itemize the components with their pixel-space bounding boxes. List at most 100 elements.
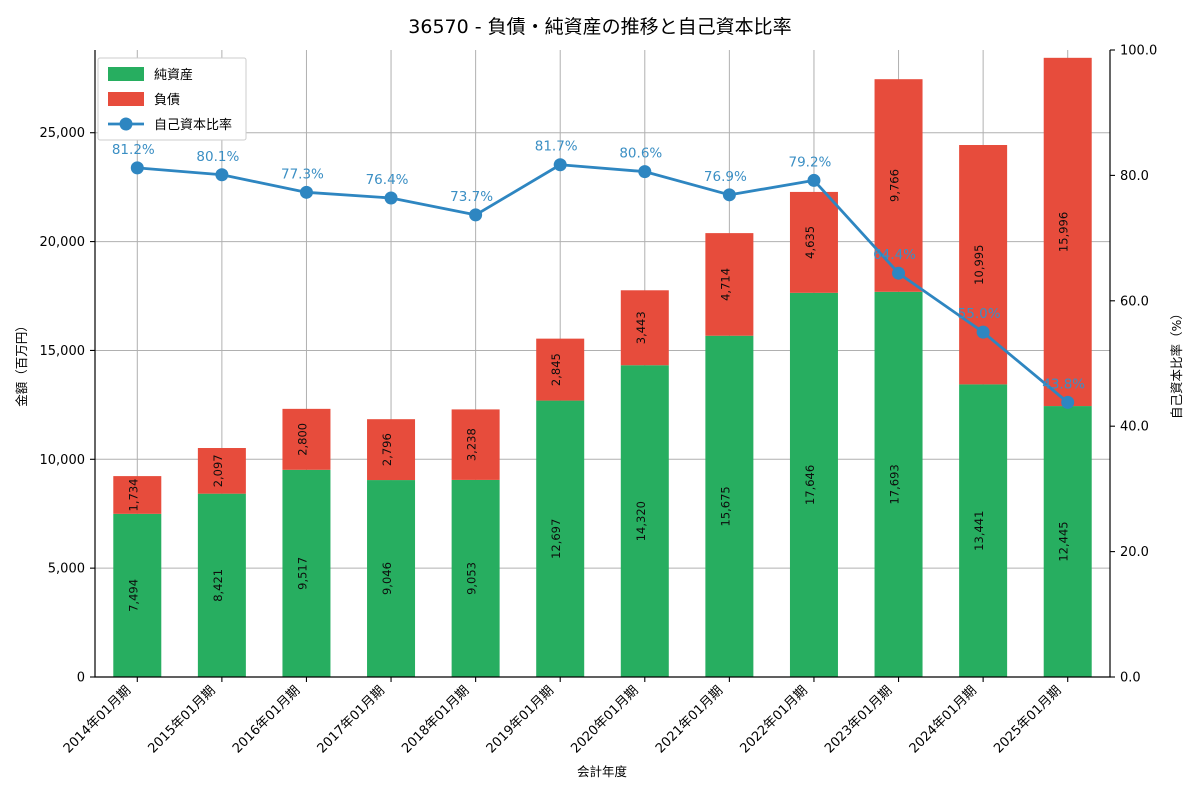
bar-value-label-net-assets: 12,445 bbox=[1057, 521, 1071, 561]
bar-segment-liabilities bbox=[789, 191, 838, 293]
x-axis-label: 会計年度 bbox=[577, 764, 628, 779]
bar-segment-liabilities bbox=[113, 476, 162, 514]
bar-value-label-net-assets: 9,046 bbox=[380, 562, 394, 595]
bar-value-labels: 7,494 1,734 8,421 2,097 9,517 2,800 9,046 2,796… bbox=[126, 169, 1070, 612]
bar-segment-liabilities bbox=[367, 419, 416, 481]
equity-ratio-point bbox=[299, 185, 313, 199]
bar-value-label-net-assets: 12,697 bbox=[549, 519, 563, 559]
bar-value-label-liabilities: 15,996 bbox=[1057, 212, 1071, 252]
bar-value-label-liabilities: 3,443 bbox=[634, 311, 648, 344]
bar-value-label-liabilities: 2,796 bbox=[380, 433, 394, 466]
legend-label: 自己資本比率 bbox=[154, 117, 232, 133]
equity-ratio-label: 81.2% bbox=[112, 142, 155, 158]
bar-value-label-net-assets: 13,441 bbox=[972, 511, 986, 551]
bar-segment-net-assets bbox=[367, 480, 416, 677]
equity-ratio-line-layer bbox=[130, 158, 1075, 409]
equity-ratio-point bbox=[130, 161, 144, 175]
bar-value-label-net-assets: 9,053 bbox=[465, 562, 479, 595]
equity-ratio-point bbox=[976, 325, 990, 339]
equity-ratio-label: 43.8% bbox=[1042, 376, 1085, 392]
y-tick-label: 15,000 bbox=[40, 344, 86, 359]
equity-ratio-label: 73.7% bbox=[450, 189, 493, 205]
bar-segment-net-assets bbox=[197, 493, 246, 677]
equity-ratio-label: 76.4% bbox=[366, 172, 409, 188]
bar-value-label-liabilities: 3,238 bbox=[465, 428, 479, 461]
y-tick-label: 10,000 bbox=[40, 453, 86, 468]
legend-item-net-assets[interactable]: 純資産 bbox=[108, 67, 193, 83]
equity-ratio-point bbox=[892, 266, 906, 280]
bar-segment-net-assets bbox=[1043, 406, 1092, 677]
legend-item-equity-ratio[interactable]: 自己資本比率 bbox=[108, 117, 232, 133]
y-tick-label: 0 bbox=[77, 671, 85, 686]
bar-value-label-net-assets: 17,693 bbox=[888, 464, 902, 504]
bar-segment-net-assets bbox=[874, 291, 923, 677]
axis-spines bbox=[94, 50, 1111, 678]
equity-ratio-point bbox=[215, 168, 229, 182]
equity-ratio-point bbox=[469, 208, 483, 222]
bar-value-label-liabilities: 2,800 bbox=[295, 423, 309, 456]
bar-segment-net-assets bbox=[282, 469, 331, 677]
bar-value-label-liabilities: 9,766 bbox=[888, 169, 902, 202]
bar-value-label-net-assets: 17,646 bbox=[803, 465, 817, 505]
bar-value-label-net-assets: 14,320 bbox=[634, 501, 648, 541]
bar-value-label-liabilities: 2,097 bbox=[211, 454, 225, 487]
bar-value-label-net-assets: 9,517 bbox=[295, 557, 309, 590]
y-tick-label: 20,000 bbox=[40, 235, 86, 250]
bar-segment-liabilities bbox=[282, 408, 331, 470]
y-tick-label: 5,000 bbox=[48, 562, 85, 577]
bar-segment-liabilities bbox=[620, 290, 669, 366]
bar-value-label-liabilities: 4,635 bbox=[803, 226, 817, 259]
bar-segment-liabilities bbox=[451, 409, 500, 480]
y2-tick-label: 40.0 bbox=[1120, 420, 1149, 435]
bar-segment-liabilities bbox=[705, 233, 754, 336]
equity-ratio-point bbox=[384, 191, 398, 205]
bar-segment-net-assets bbox=[620, 365, 669, 677]
legend-swatch bbox=[108, 92, 144, 106]
bar-segment-net-assets bbox=[959, 384, 1008, 677]
y2-tick-label: 80.0 bbox=[1120, 169, 1149, 184]
bar-value-label-liabilities: 4,714 bbox=[718, 268, 732, 301]
bar-value-label-liabilities: 1,734 bbox=[126, 479, 140, 512]
equity-ratio-label: 76.9% bbox=[704, 169, 747, 185]
bar-segment-liabilities bbox=[197, 448, 246, 494]
equity-ratio-label: 64.4% bbox=[873, 247, 916, 263]
bars-layer bbox=[113, 57, 1092, 677]
equity-ratio-label: 79.2% bbox=[789, 154, 832, 170]
legend-label: 負債 bbox=[154, 93, 180, 108]
y2-axis-label: 自己資本比率（%） bbox=[1169, 307, 1184, 419]
bar-segment-net-assets bbox=[789, 292, 838, 677]
equity-ratio-label: 80.6% bbox=[619, 146, 662, 162]
legend-label: 純資産 bbox=[154, 67, 193, 83]
percent-labels: 81.2% 80.1% 77.3% 76.4% 73.7% 81.7% 80.6% 76.9%… bbox=[112, 139, 1085, 393]
bar-segment-liabilities bbox=[536, 338, 585, 401]
y2-tick-label: 0.0 bbox=[1120, 671, 1141, 686]
bar-segment-net-assets bbox=[705, 335, 754, 677]
bar-segment-liabilities bbox=[1043, 57, 1092, 407]
equity-ratio-point bbox=[1061, 395, 1075, 409]
y2-tick-label: 20.0 bbox=[1120, 545, 1149, 560]
bar-segment-net-assets bbox=[451, 479, 500, 677]
legend-marker-icon bbox=[119, 117, 133, 131]
bar-segment-net-assets bbox=[113, 513, 162, 677]
equity-ratio-point bbox=[553, 158, 567, 172]
equity-ratio-point bbox=[807, 173, 821, 187]
y-axis-label: 金額（百万円） bbox=[14, 319, 29, 407]
equity-ratio-point bbox=[638, 165, 652, 179]
legend-swatch bbox=[108, 67, 144, 81]
bar-value-label-net-assets: 15,675 bbox=[718, 486, 732, 526]
y-tick-label: 25,000 bbox=[40, 126, 86, 141]
y2-tick-label: 100.0 bbox=[1120, 44, 1157, 59]
equity-ratio-label: 77.3% bbox=[281, 166, 324, 182]
legend-item-liabilities[interactable]: 負債 bbox=[108, 92, 180, 108]
bar-value-label-net-assets: 7,494 bbox=[126, 579, 140, 612]
equity-ratio-label: 55.0% bbox=[958, 306, 1001, 322]
equity-ratio-line bbox=[135, 163, 1070, 404]
bar-value-label-liabilities: 2,845 bbox=[549, 353, 563, 386]
y2-tick-label: 60.0 bbox=[1120, 294, 1149, 309]
equity-ratio-label: 81.7% bbox=[535, 139, 578, 155]
equity-ratio-point bbox=[722, 188, 736, 202]
chart-title: 36570 - 負債・純資産の推移と自己資本比率 bbox=[408, 16, 791, 38]
